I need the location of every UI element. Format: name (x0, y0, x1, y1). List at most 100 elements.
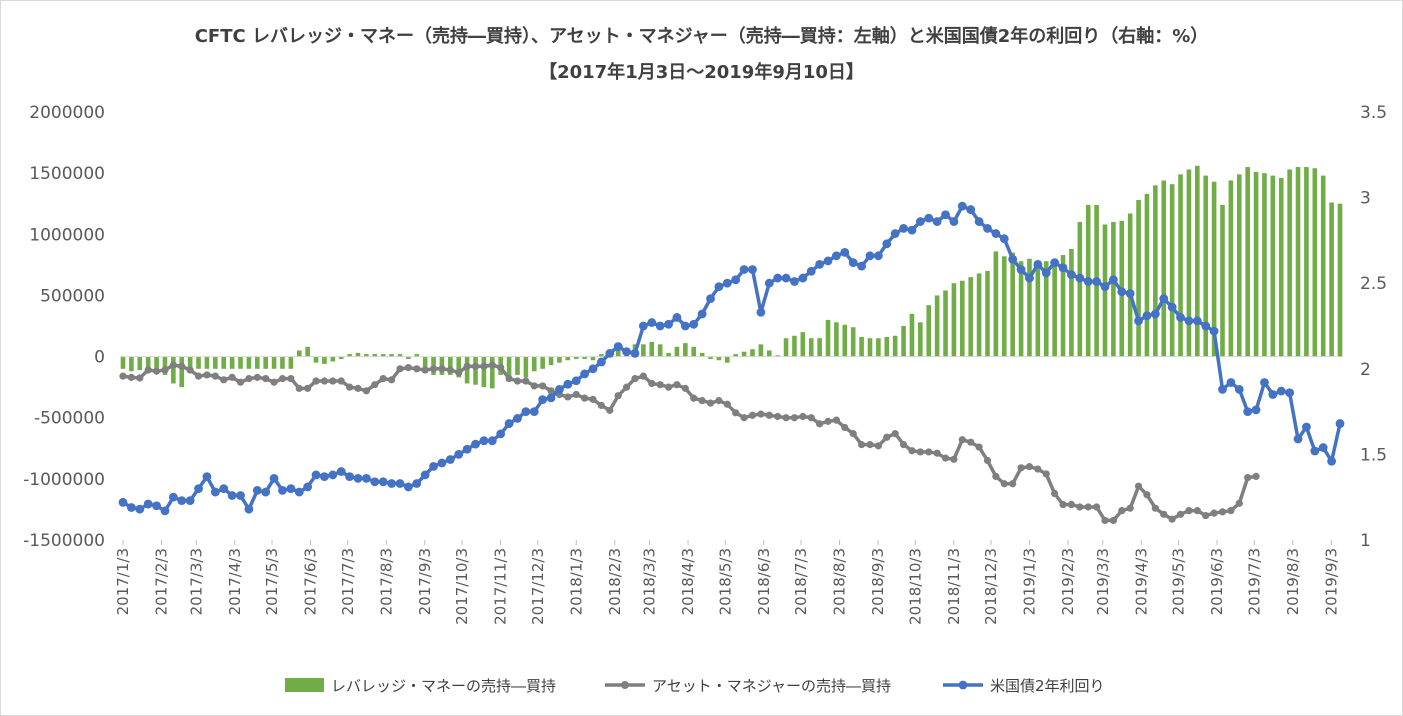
bar (741, 351, 747, 357)
bar (1270, 175, 1276, 357)
asset-manager-point (119, 372, 127, 380)
bar (859, 337, 864, 357)
bar (691, 346, 697, 357)
yield-point (546, 393, 556, 403)
bar (1228, 180, 1234, 357)
asset-manager-point (513, 377, 522, 385)
asset-manager-point (203, 371, 211, 379)
asset-manager-point (698, 396, 706, 405)
yield-point (185, 496, 195, 506)
yield-point (126, 503, 136, 512)
yield-point (395, 479, 405, 488)
asset-manager-point (1218, 508, 1227, 516)
asset-manager-point (564, 393, 572, 401)
line-series-us-2y-yield (118, 201, 1345, 516)
bar (1287, 169, 1292, 357)
asset-manager-point (404, 363, 412, 372)
legend-swatch-marker (621, 681, 629, 689)
asset-manager-point (228, 373, 236, 381)
x-axis-tick-label: 2019/8/3 (1284, 548, 1302, 615)
bar (1203, 175, 1209, 357)
bar (725, 356, 730, 363)
asset-manager-point (379, 374, 387, 383)
bar (330, 356, 336, 362)
bar (305, 346, 310, 357)
bar (271, 356, 277, 369)
left-axis-tick-label: 1000000 (29, 225, 105, 245)
legend-swatch-bar (285, 678, 324, 692)
yield-point (1251, 405, 1261, 415)
asset-manager-point (312, 377, 320, 385)
yield-point (555, 384, 564, 394)
bar (960, 280, 965, 357)
bar (380, 354, 386, 357)
yield-point (135, 504, 145, 514)
x-axis-tick-label: 2017/4/3 (226, 548, 244, 615)
yield-point (429, 461, 438, 471)
asset-manager-point (916, 448, 924, 456)
yield-point (1243, 407, 1253, 416)
yield-point (773, 273, 783, 283)
x-axis-tick-label: 2018/1/3 (567, 548, 585, 615)
asset-manager-point (706, 399, 715, 407)
yield-point (857, 261, 866, 271)
yield-point (143, 499, 153, 509)
asset-manager-point (362, 387, 370, 395)
asset-manager-point (220, 376, 228, 384)
asset-manager-point (967, 438, 975, 446)
bar (766, 350, 772, 357)
yield-point (1201, 321, 1211, 331)
yield-point (1008, 254, 1018, 264)
right-axis-tick-label: 2 (1360, 360, 1371, 380)
yield-point (790, 277, 799, 286)
yield-point (714, 282, 724, 292)
yield-point (781, 273, 791, 283)
asset-manager-point (497, 363, 505, 372)
bar (187, 356, 193, 369)
yield-point (815, 259, 825, 269)
yield-point (748, 265, 757, 274)
asset-manager-point (841, 423, 849, 432)
yield-point (445, 455, 455, 464)
asset-manager-point (178, 362, 186, 370)
bar (968, 277, 974, 357)
asset-manager-point (1000, 480, 1008, 488)
bar (699, 352, 705, 357)
yield-point (848, 258, 858, 268)
right-axis-tick-label: 1 (1360, 531, 1371, 551)
bar (666, 352, 671, 357)
asset-manager-point (161, 366, 169, 374)
yield-point (496, 429, 506, 439)
x-axis-tick-label: 2017/9/3 (416, 548, 434, 615)
bar (884, 337, 890, 357)
asset-manager-point (715, 396, 723, 405)
yield-point (538, 395, 548, 405)
asset-manager-point (522, 377, 530, 385)
asset-manager-point (236, 378, 245, 386)
yield-point (227, 491, 237, 500)
x-axis-tick-label: 2018/8/3 (831, 548, 849, 615)
asset-manager-point (589, 395, 597, 403)
asset-manager-point (1051, 489, 1059, 498)
x-axis: 2017/1/3 2017/2/3 2017/3/3 2017/4/3 2017/5/3… (114, 540, 1340, 625)
asset-manager-point (471, 362, 480, 370)
asset-manager-point (396, 365, 404, 373)
yield-point (991, 229, 1001, 238)
bar (1211, 181, 1217, 357)
asset-manager-point (413, 365, 421, 373)
yield-point (588, 364, 598, 374)
yield-point (882, 239, 892, 249)
asset-manager-point (690, 394, 698, 402)
yield-point (504, 419, 514, 428)
bar (238, 356, 243, 369)
yield-point (1125, 289, 1135, 298)
bar (657, 344, 663, 357)
x-axis-tick-label: 2019/1/3 (1021, 548, 1039, 615)
bar (1278, 178, 1284, 357)
left-axis-tick-label: 1500000 (29, 164, 105, 184)
yield-point (1150, 309, 1160, 319)
yield-point (873, 251, 883, 261)
yield-point (118, 497, 128, 507)
bar (716, 356, 722, 361)
bar (867, 338, 873, 357)
